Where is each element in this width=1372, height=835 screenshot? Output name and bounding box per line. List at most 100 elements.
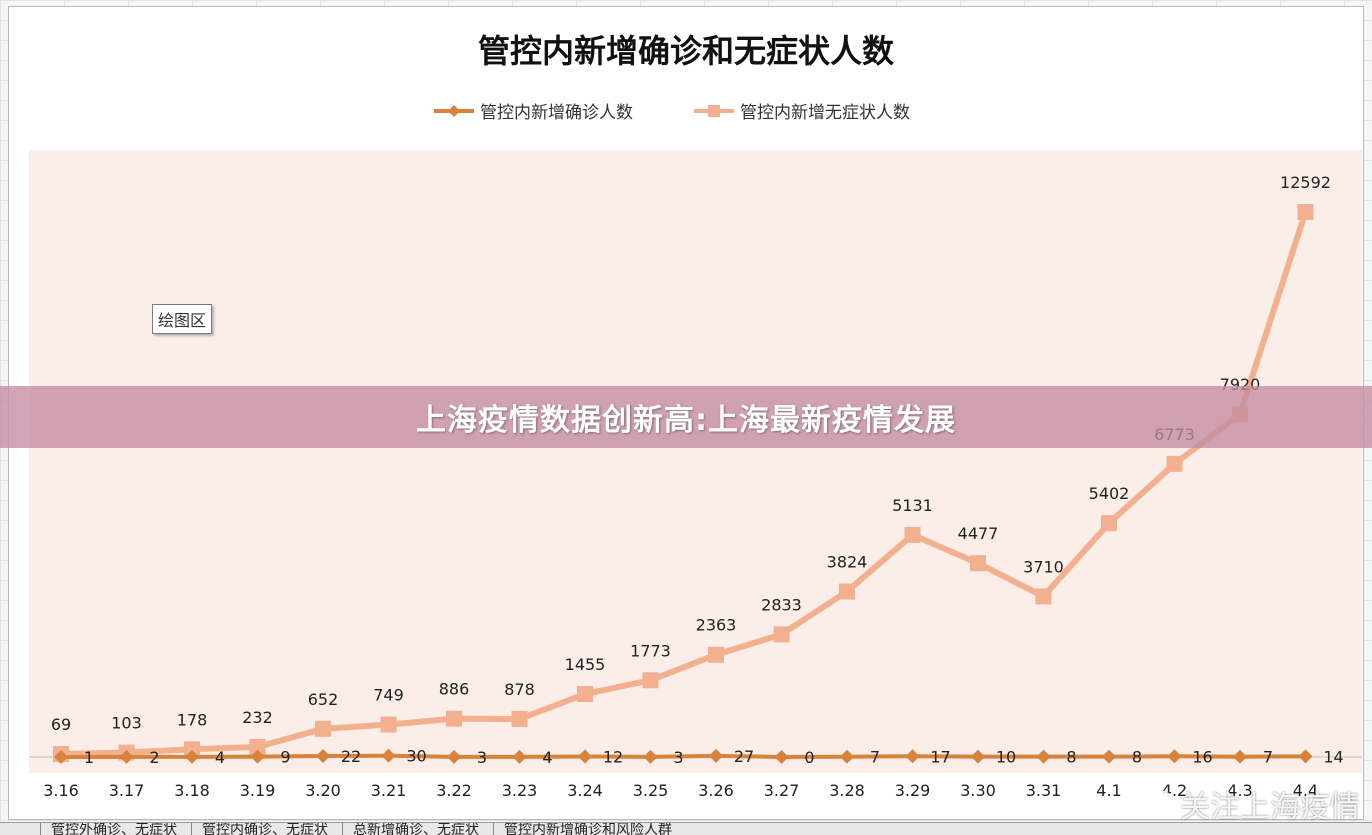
asymptomatic-data-label: 103 <box>111 714 142 733</box>
asymptomatic-point <box>446 710 462 727</box>
confirmed-point <box>774 750 789 764</box>
asymptomatic-point <box>1035 588 1052 605</box>
asymptomatic-point <box>184 741 200 758</box>
asymptomatic-data-label: 1773 <box>630 641 671 660</box>
asymptomatic-point <box>708 646 724 663</box>
asymptomatic-point <box>970 555 986 572</box>
asymptomatic-data-label: 652 <box>308 690 339 709</box>
x-tick-label: 3.29 <box>895 781 931 800</box>
confirmed-data-label: 16 <box>1192 747 1212 766</box>
weibo-logo-icon <box>1135 790 1174 819</box>
confirmed-data-label: 14 <box>1323 747 1343 766</box>
confirmed-data-label: 30 <box>406 747 426 766</box>
x-tick-label: 3.30 <box>960 781 996 800</box>
confirmed-point <box>250 749 265 764</box>
x-tick-label: 3.23 <box>502 781 538 800</box>
confirmed-data-label: 27 <box>734 747 754 766</box>
asymptomatic-point <box>511 710 528 727</box>
confirmed-data-label: 17 <box>930 747 950 766</box>
x-tick-label: 3.24 <box>567 781 603 800</box>
x-tick-label: 3.16 <box>43 781 79 800</box>
confirmed-point <box>578 749 592 764</box>
confirmed-data-label: 9 <box>280 748 290 767</box>
plot-area <box>29 150 1362 773</box>
asymptomatic-point <box>380 716 397 733</box>
confirmed-point <box>119 749 134 764</box>
confirmed-point <box>1102 749 1116 764</box>
legend-label-asymptomatic: 管控内新增无症状人数 <box>740 103 910 123</box>
confirmed-point <box>185 749 199 764</box>
asymptomatic-data-label: 878 <box>504 680 535 699</box>
asymptomatic-data-label: 2833 <box>761 595 802 614</box>
confirmed-data-label: 22 <box>341 747 361 766</box>
confirmed-point <box>840 749 854 764</box>
confirmed-point <box>1036 749 1051 764</box>
confirmed-point <box>1298 749 1313 764</box>
x-tick-label: 3.17 <box>109 781 145 800</box>
confirmed-data-label: 4 <box>542 748 552 767</box>
asymptomatic-point <box>839 583 855 600</box>
confirmed-data-label: 8 <box>1066 748 1076 767</box>
headline-text: 上海疫情数据创新高:上海最新疫情发展 <box>416 403 956 438</box>
confirmed-point <box>709 748 723 763</box>
x-tick-label: 4.1 <box>1096 781 1121 800</box>
confirmed-data-label: 8 <box>1132 748 1142 767</box>
asymptomatic-data-label: 5131 <box>892 496 933 515</box>
asymptomatic-point <box>1166 455 1183 472</box>
asymptomatic-point <box>315 720 331 737</box>
asymptomatic-point <box>249 738 266 755</box>
asymptomatic-data-label: 2363 <box>696 616 737 635</box>
headline-banner: 上海疫情数据创新高:上海最新疫情发展 <box>0 386 1372 448</box>
legend-item-asymptomatic: 管控内新增无症状人数 <box>694 98 910 123</box>
confirmed-point <box>512 749 527 764</box>
x-tick-label: 3.18 <box>174 781 210 800</box>
asymptomatic-data-label: 4477 <box>958 524 999 543</box>
asymptomatic-data-label: 749 <box>373 686 404 705</box>
asymptomatic-point <box>1101 515 1117 532</box>
confirmed-point <box>54 749 68 764</box>
watermark: 关注上海疫情 <box>1134 782 1360 826</box>
x-tick-label: 4.3 <box>1227 781 1252 800</box>
series-line-asymptomatic <box>60 211 1309 758</box>
confirmed-data-label: 4 <box>215 748 225 767</box>
confirmed-point <box>905 749 920 764</box>
series-line-confirmed <box>60 753 1306 759</box>
x-tick-label: 3.27 <box>764 781 800 800</box>
x-tick-label: 3.31 <box>1026 781 1062 800</box>
asymptomatic-data-label: 178 <box>177 710 208 729</box>
sheet-tab-2[interactable]: 管控内确诊、无症状 <box>191 823 338 835</box>
asymptomatic-point <box>773 626 790 643</box>
confirmed-data-label: 3 <box>477 748 487 767</box>
confirmed-data-label: 12 <box>603 747 623 766</box>
x-tick-label: 3.25 <box>633 781 669 800</box>
confirmed-data-label: 0 <box>804 748 814 767</box>
confirmed-data-label: 7 <box>1263 748 1273 767</box>
plot-area-tooltip: 绘图区 <box>152 304 213 334</box>
chart-legend: 管控内新增确诊人数 管控内新增无症状人数 <box>0 98 1372 126</box>
confirmed-point <box>643 749 658 764</box>
x-tick-label: 3.28 <box>829 781 865 800</box>
chart-title: 管控内新增确诊和无症状人数 <box>477 32 894 70</box>
sheet-tab-3[interactable]: 总新增确诊、无症状 <box>342 823 489 835</box>
confirmed-point <box>971 749 985 764</box>
asymptomatic-data-label: 886 <box>439 680 470 699</box>
asymptomatic-data-label: 232 <box>242 708 273 727</box>
legend-label-confirmed: 管控内新增确诊人数 <box>480 103 633 123</box>
x-tick-label: 4.4 <box>1293 781 1318 800</box>
legend-asymptomatic-marker-icon <box>694 104 734 117</box>
asymptomatic-point <box>1297 204 1314 220</box>
confirmed-data-label: 2 <box>149 748 159 767</box>
confirmed-data-label: 1 <box>84 748 94 767</box>
sheet-tab-bar: 管控外确诊、无症状 管控内确诊、无症状 总新增确诊、无症状 管控内新增确诊和风险… <box>0 822 1372 835</box>
asymptomatic-point <box>577 686 593 703</box>
legend-confirmed-marker-icon <box>434 104 474 117</box>
asymptomatic-data-label: 5402 <box>1089 484 1130 503</box>
sheet-tab-4[interactable]: 管控内新增确诊和风险人群 <box>493 823 682 835</box>
confirmed-point <box>447 749 461 764</box>
asymptomatic-data-label: 12592 <box>1280 173 1331 192</box>
confirmed-point <box>316 749 330 764</box>
sheet-tab-1[interactable]: 管控外确诊、无症状 <box>40 823 187 835</box>
asymptomatic-data-label: 3710 <box>1023 557 1064 576</box>
confirmed-point <box>1167 749 1182 764</box>
